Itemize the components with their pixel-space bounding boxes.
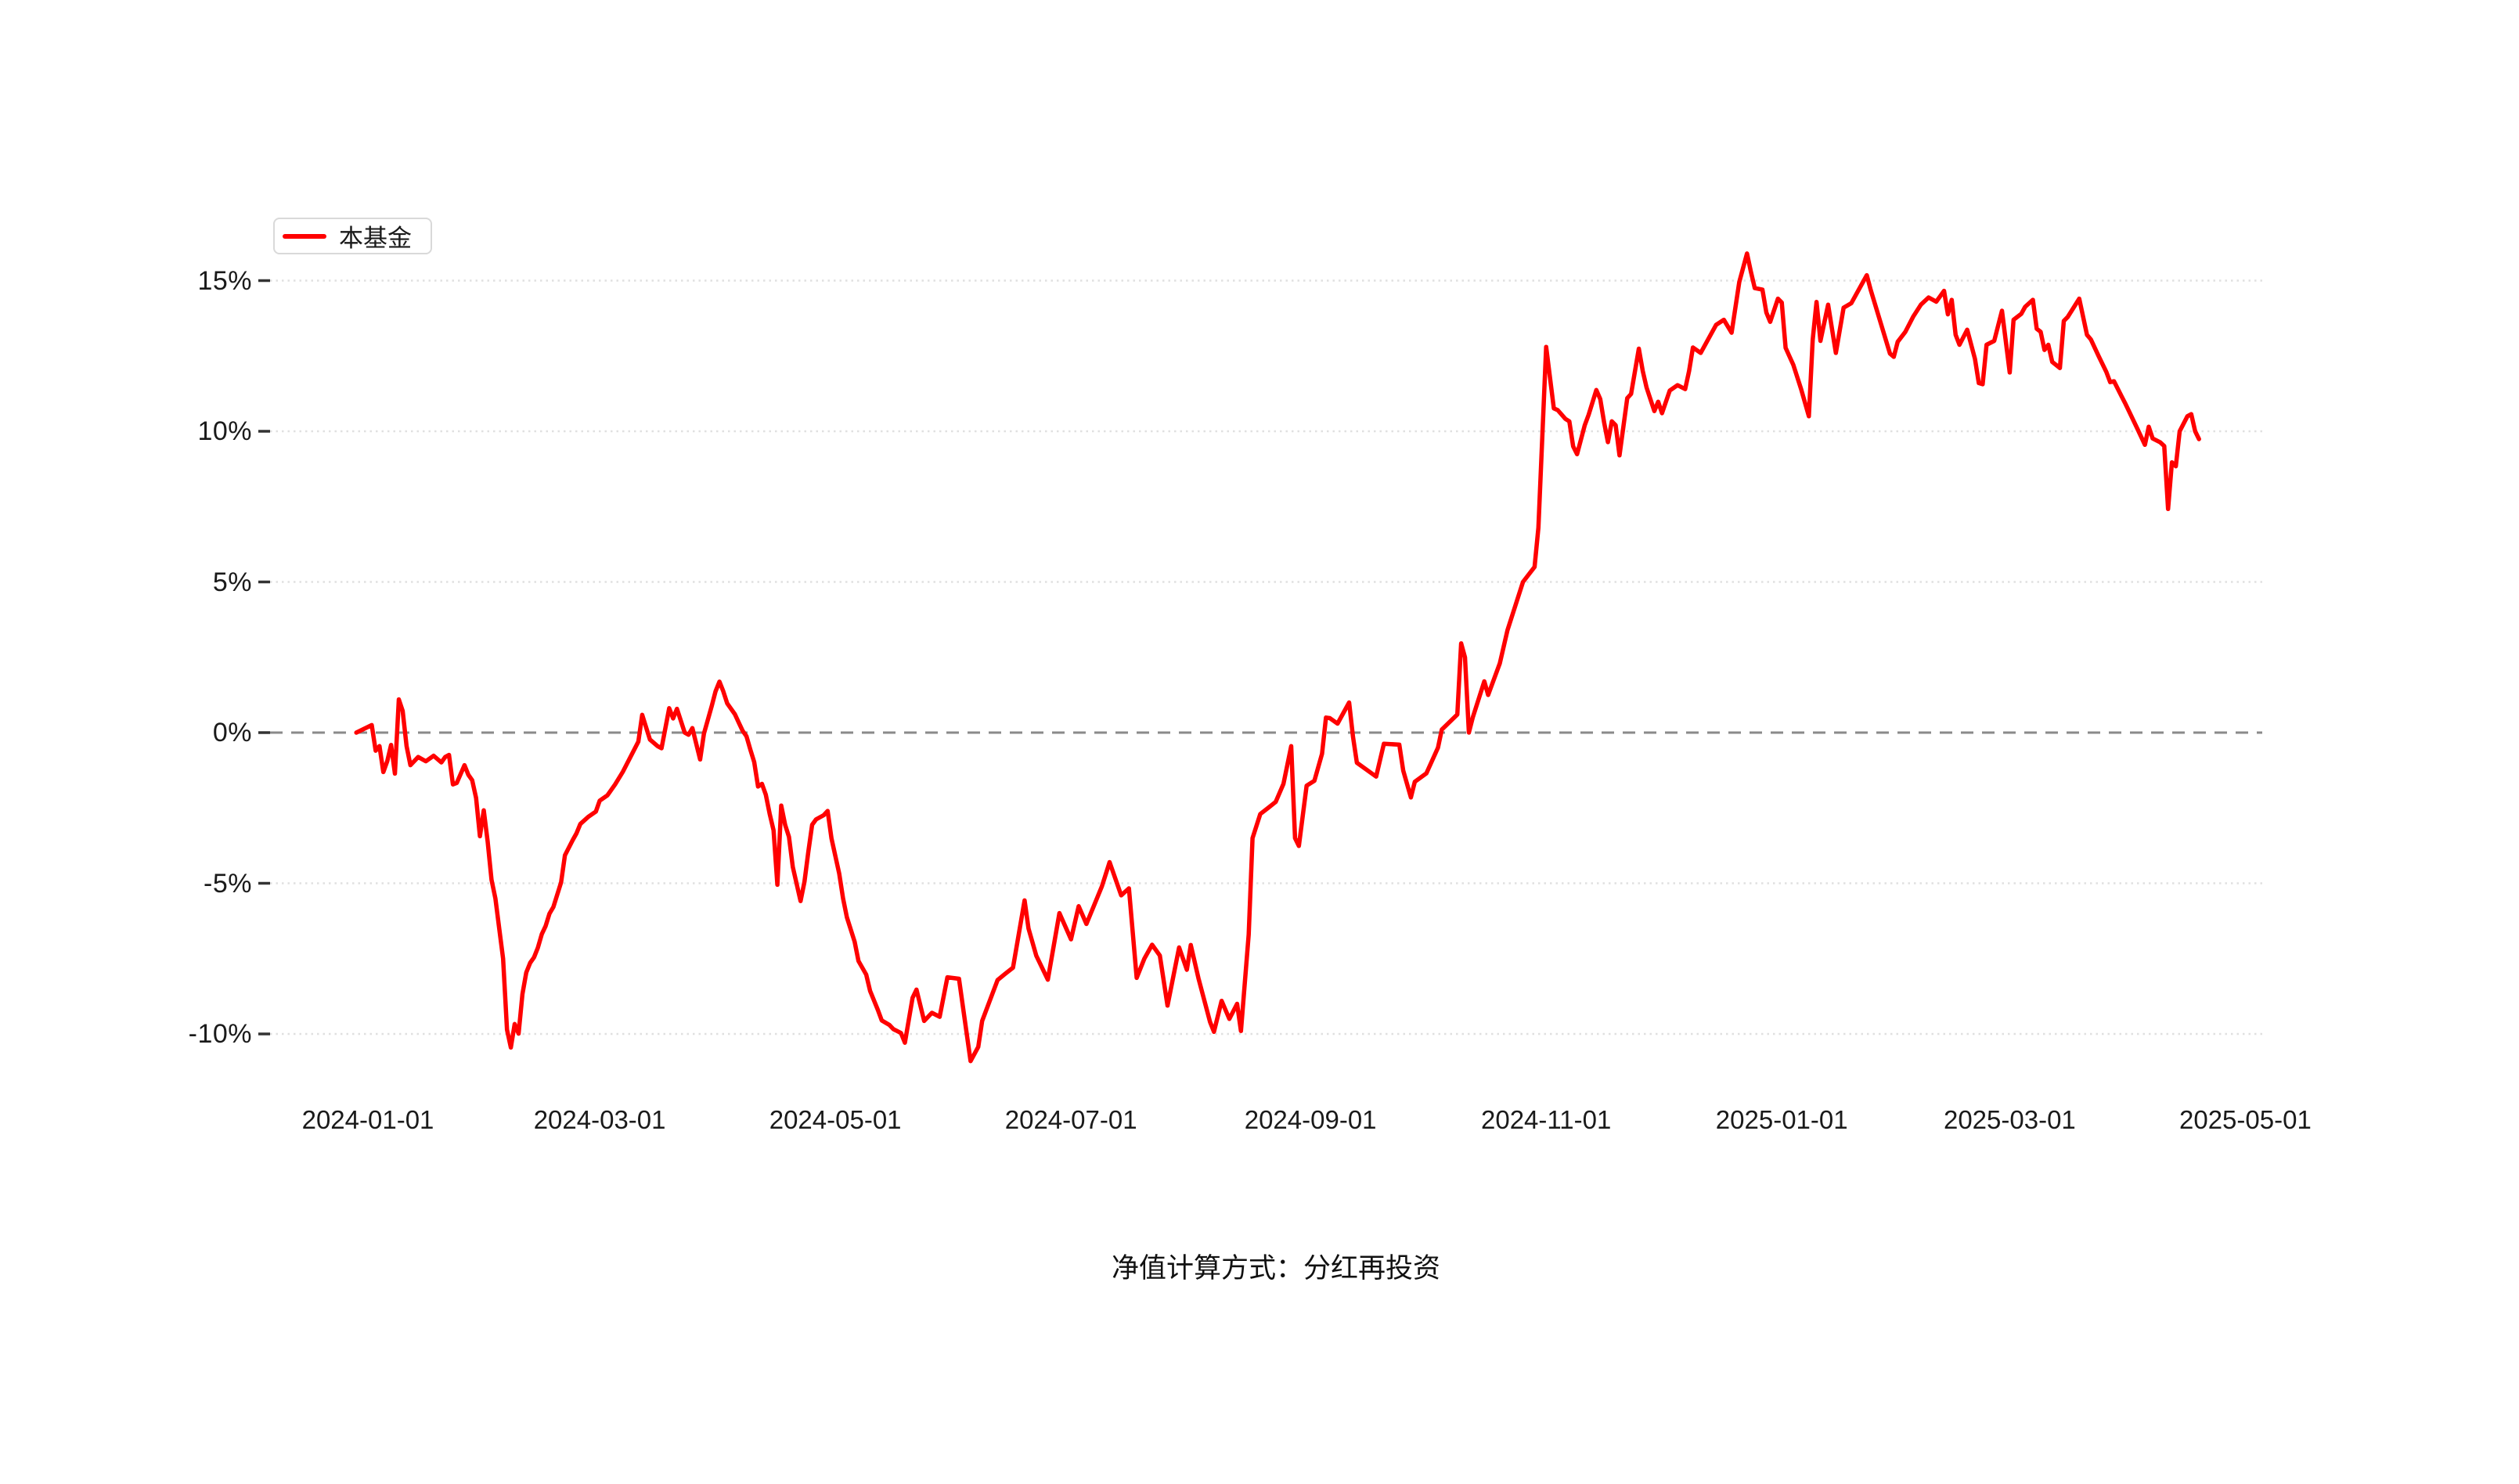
legend-label: 本基金: [339, 225, 412, 252]
y-axis-tick-label: -10%: [188, 1019, 252, 1049]
y-axis-tick-label: 15%: [197, 265, 252, 296]
fund-series-line[interactable]: [354, 251, 2201, 1064]
x-axis-tick-label: 2024-01-01: [301, 1105, 434, 1134]
x-axis-tick-label: 2024-09-01: [1244, 1105, 1377, 1134]
legend-line-swatch: [283, 233, 326, 239]
x-axis-tick-label: 2025-01-01: [1715, 1105, 1848, 1134]
x-axis-tick-label: 2024-03-01: [533, 1105, 666, 1134]
legend-item-fund[interactable]: 本基金: [273, 218, 432, 254]
footer-note: 净值计算方式：分红再投资: [1111, 1253, 1440, 1284]
x-axis-tick-label: 2024-07-01: [1004, 1105, 1137, 1134]
x-axis-tick-label: 2024-11-01: [1480, 1105, 1612, 1134]
x-axis-tick-label: 2025-05-01: [2179, 1105, 2312, 1134]
x-axis-tick-label: 2025-03-01: [1943, 1105, 2076, 1134]
y-axis-tick-label: 5%: [212, 567, 252, 597]
y-axis-tick-label: 0%: [212, 718, 252, 747]
y-axis-tick-label: 10%: [197, 416, 252, 446]
x-axis-tick-label: 2024-05-01: [769, 1105, 902, 1134]
y-axis-tick-label: -5%: [204, 868, 252, 899]
